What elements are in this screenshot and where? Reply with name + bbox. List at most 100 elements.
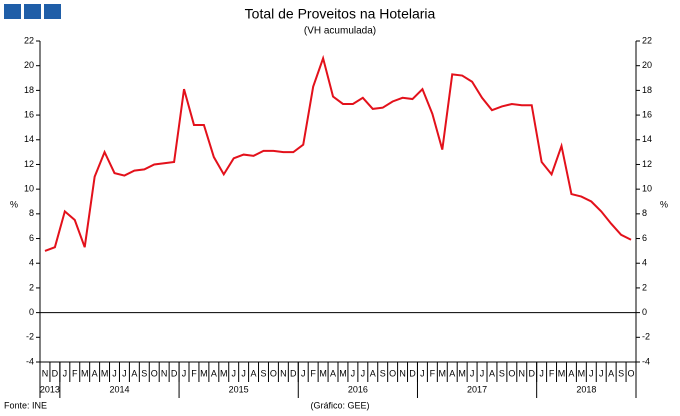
y-tick-label: 18 bbox=[24, 85, 34, 95]
x-tick-label: A bbox=[568, 368, 574, 378]
x-tick-label: A bbox=[211, 368, 217, 378]
y-tick-label: 20 bbox=[24, 60, 34, 70]
year-label: 2016 bbox=[348, 384, 368, 394]
y2-tick-label: 6 bbox=[642, 233, 647, 243]
x-tick-label: M bbox=[220, 368, 228, 378]
year-label: 2017 bbox=[467, 384, 487, 394]
x-tick-label: J bbox=[599, 368, 604, 378]
x-tick-label: A bbox=[92, 368, 98, 378]
y-tick-label: 0 bbox=[29, 307, 34, 317]
y2-tick-label: 12 bbox=[642, 159, 652, 169]
x-tick-label: F bbox=[310, 368, 316, 378]
x-tick-label: O bbox=[389, 368, 396, 378]
y2-tick-label: 2 bbox=[642, 282, 647, 292]
x-tick-label: N bbox=[399, 368, 406, 378]
x-tick-label: M bbox=[458, 368, 466, 378]
logo-block bbox=[44, 4, 61, 19]
x-tick-label: N bbox=[519, 368, 526, 378]
y-tick-label: 4 bbox=[29, 258, 34, 268]
x-tick-label: J bbox=[351, 368, 356, 378]
x-tick-label: A bbox=[608, 368, 614, 378]
y2-tick-label: -2 bbox=[642, 332, 650, 342]
year-label: 2013 bbox=[40, 384, 60, 394]
y-tick-label: 10 bbox=[24, 184, 34, 194]
x-tick-label: D bbox=[52, 368, 59, 378]
x-tick-label: J bbox=[589, 368, 594, 378]
x-tick-label: O bbox=[151, 368, 158, 378]
x-tick-label: N bbox=[161, 368, 168, 378]
x-tick-label: A bbox=[330, 368, 336, 378]
x-tick-label: F bbox=[191, 368, 197, 378]
x-tick-label: A bbox=[131, 368, 137, 378]
x-tick-label: A bbox=[251, 368, 257, 378]
x-tick-label: J bbox=[182, 368, 187, 378]
y2-tick-label: 22 bbox=[642, 35, 652, 45]
y-tick-label: 6 bbox=[29, 233, 34, 243]
y2-tick-label: 10 bbox=[642, 184, 652, 194]
x-tick-label: S bbox=[260, 368, 266, 378]
x-tick-label: J bbox=[539, 368, 544, 378]
x-tick-label: M bbox=[200, 368, 208, 378]
y-tick-label: -2 bbox=[26, 332, 34, 342]
x-tick-label: J bbox=[231, 368, 236, 378]
logo-block bbox=[24, 4, 41, 19]
x-tick-label: F bbox=[430, 368, 436, 378]
chart-subtitle: (VH acumulada) bbox=[304, 26, 376, 37]
x-tick-label: M bbox=[101, 368, 109, 378]
y-tick-label: 16 bbox=[24, 109, 34, 119]
x-tick-label: S bbox=[380, 368, 386, 378]
x-tick-label: S bbox=[618, 368, 624, 378]
x-tick-label: S bbox=[499, 368, 505, 378]
x-tick-label: D bbox=[528, 368, 535, 378]
x-tick-label: M bbox=[439, 368, 447, 378]
y2-tick-label: 8 bbox=[642, 208, 647, 218]
y-tick-label: 2 bbox=[29, 282, 34, 292]
x-tick-label: J bbox=[480, 368, 485, 378]
x-tick-label: J bbox=[361, 368, 366, 378]
x-tick-label: J bbox=[112, 368, 117, 378]
source: Fonte: INE bbox=[4, 400, 47, 410]
x-tick-label: J bbox=[241, 368, 246, 378]
y-axis-label: % bbox=[10, 199, 18, 209]
x-tick-label: S bbox=[141, 368, 147, 378]
y2-tick-label: 18 bbox=[642, 85, 652, 95]
x-tick-label: D bbox=[171, 368, 178, 378]
credit: (Gráfico: GEE) bbox=[310, 400, 369, 410]
x-tick-label: M bbox=[81, 368, 89, 378]
x-tick-label: O bbox=[270, 368, 277, 378]
y-tick-label: 12 bbox=[24, 159, 34, 169]
y2-axis-label: % bbox=[660, 199, 668, 209]
chart-title: Total de Proveitos na Hotelaria bbox=[245, 6, 436, 22]
x-tick-label: J bbox=[63, 368, 68, 378]
x-tick-label: J bbox=[470, 368, 475, 378]
x-tick-label: A bbox=[489, 368, 495, 378]
y2-tick-label: -4 bbox=[642, 356, 650, 366]
y-tick-label: 14 bbox=[24, 134, 34, 144]
x-tick-label: M bbox=[558, 368, 566, 378]
logo-block bbox=[4, 4, 21, 19]
x-tick-label: N bbox=[280, 368, 287, 378]
year-label: 2014 bbox=[109, 384, 129, 394]
year-label: 2015 bbox=[229, 384, 249, 394]
x-tick-label: J bbox=[122, 368, 127, 378]
year-label: 2018 bbox=[576, 384, 596, 394]
x-tick-label: D bbox=[290, 368, 297, 378]
x-tick-label: A bbox=[370, 368, 376, 378]
y-tick-label: 8 bbox=[29, 208, 34, 218]
x-tick-label: N bbox=[42, 368, 49, 378]
y2-tick-label: 0 bbox=[642, 307, 647, 317]
x-tick-label: O bbox=[628, 368, 635, 378]
x-tick-label: J bbox=[420, 368, 425, 378]
y-tick-label: 22 bbox=[24, 35, 34, 45]
x-tick-label: M bbox=[319, 368, 327, 378]
y2-tick-label: 4 bbox=[642, 258, 647, 268]
y2-tick-label: 14 bbox=[642, 134, 652, 144]
x-tick-label: F bbox=[72, 368, 78, 378]
series-line bbox=[44, 54, 632, 252]
x-tick-label: O bbox=[508, 368, 515, 378]
y2-tick-label: 20 bbox=[642, 60, 652, 70]
x-tick-label: J bbox=[301, 368, 306, 378]
y-tick-label: -4 bbox=[26, 356, 34, 366]
x-tick-label: F bbox=[549, 368, 555, 378]
